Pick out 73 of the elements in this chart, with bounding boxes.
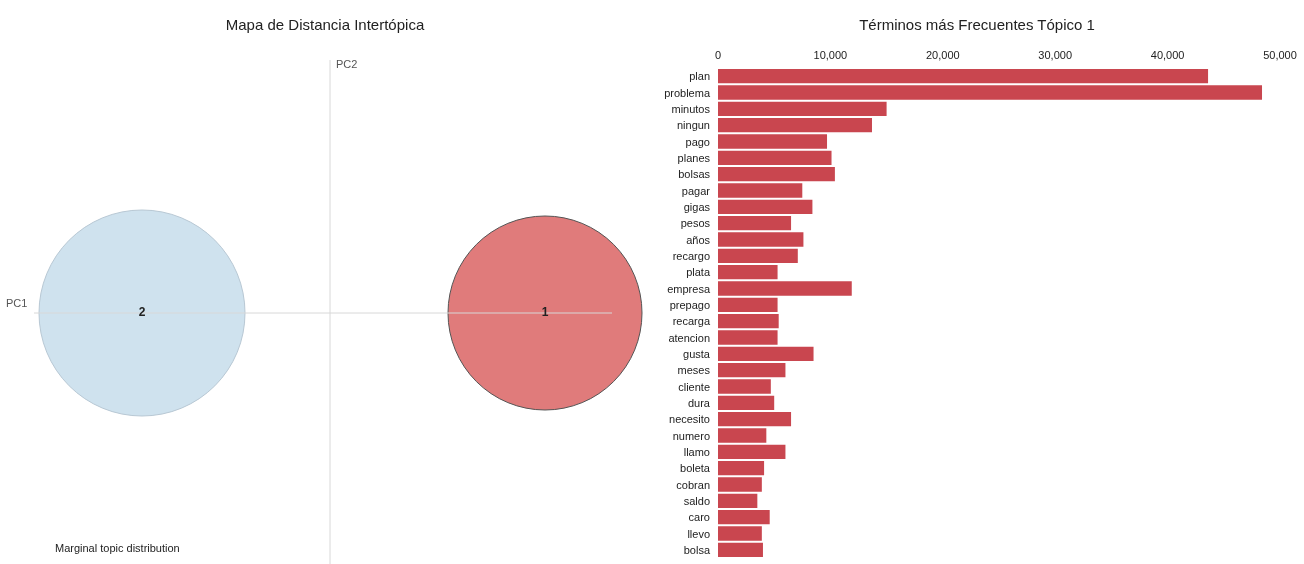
bar (718, 428, 767, 443)
bar (718, 264, 778, 280)
bar (718, 526, 762, 541)
y-tick-label: bolsas (678, 168, 711, 181)
y-tick-label: minutos (671, 102, 711, 115)
x-tick-label: 50,000 (1263, 48, 1297, 61)
chart-title: Términos más Frecuentes Tópico 1 (859, 16, 1095, 33)
bar (718, 444, 786, 460)
text: PC2 (336, 57, 358, 70)
y-tick-label: recargo (672, 249, 710, 262)
bar (718, 379, 771, 394)
bar (718, 493, 758, 509)
x-tick-label: 0 (714, 48, 722, 61)
x-tick-label: 30,000 (1038, 48, 1073, 61)
y-tick-label: bolsa (683, 543, 711, 556)
text: Marginal topic distribution (55, 541, 180, 554)
y-tick-label: gusta (683, 347, 711, 360)
bar (718, 362, 786, 378)
y-tick-label: recarga (672, 315, 711, 328)
y-tick-label: cliente (678, 380, 710, 393)
y-tick-label: gigas (683, 200, 711, 213)
y-tick-label: necesito (669, 413, 710, 426)
bar (718, 166, 835, 182)
text: PC1 (6, 296, 28, 309)
y-tick-label: llamo (683, 445, 710, 458)
y-tick-label: prepago (669, 298, 710, 311)
bar (718, 215, 792, 231)
bar (718, 281, 852, 296)
text: Mapa de Distancia Intertópica (225, 16, 425, 33)
y-tick-label: años (686, 233, 711, 246)
y-tick-label: atencion (668, 331, 710, 344)
bar (718, 411, 792, 427)
y-tick-label: numero (672, 429, 710, 442)
bar (718, 313, 779, 329)
bar (718, 183, 803, 198)
y-tick-label: pago (685, 135, 710, 148)
bar (718, 117, 872, 133)
y-tick-label: plan (689, 70, 710, 83)
y-tick-label: caro (688, 511, 710, 524)
bar (718, 101, 887, 117)
text: 1 (541, 305, 549, 319)
x-tick-label: 20,000 (925, 48, 960, 61)
y-tick-label: meses (677, 364, 711, 377)
bar (718, 395, 775, 411)
y-tick-label: pagar (681, 184, 711, 197)
bar (718, 330, 778, 345)
bar (718, 460, 765, 476)
y-tick-label: llevo (687, 527, 710, 540)
text: 2 (138, 305, 146, 319)
y-tick-label: cobran (676, 478, 710, 491)
bar (718, 232, 804, 247)
bar (718, 134, 828, 149)
y-tick-label: ningun (676, 119, 710, 132)
bar (718, 297, 778, 313)
bar (718, 346, 814, 362)
y-tick-label: dura (687, 396, 711, 409)
bar (718, 509, 770, 525)
y-tick-label: empresa (667, 282, 711, 295)
bar (718, 199, 813, 215)
x-tick-label: 40,000 (1150, 48, 1185, 61)
y-tick-label: saldo (683, 494, 710, 507)
bar (718, 150, 832, 166)
y-tick-label: pesos (680, 217, 711, 230)
bar (718, 542, 763, 558)
bar (718, 85, 1263, 100)
bar (718, 68, 1209, 84)
y-tick-label: boleta (680, 462, 711, 475)
y-tick-label: planes (677, 151, 711, 164)
bar (718, 248, 798, 264)
y-tick-label: problema (664, 86, 711, 99)
bar (718, 477, 762, 492)
x-tick-label: 10,000 (813, 48, 848, 61)
y-tick-label: plata (686, 266, 711, 279)
